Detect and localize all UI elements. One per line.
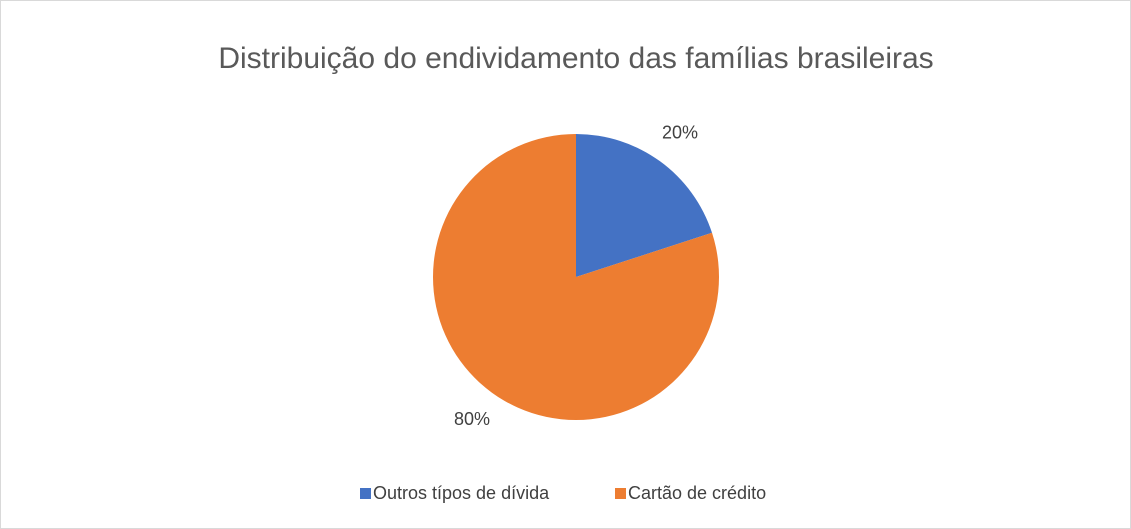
legend-label: Cartão de crédito bbox=[628, 483, 766, 503]
chart-title: Distribuição do endividamento das famíli… bbox=[218, 42, 933, 75]
legend-swatch bbox=[360, 488, 371, 499]
data-label: 80% bbox=[454, 409, 490, 429]
pie-slice bbox=[576, 134, 713, 277]
legend-swatch bbox=[615, 488, 626, 499]
pie-slice bbox=[433, 134, 719, 420]
data-label: 20% bbox=[662, 123, 698, 143]
legend-label: Outros típos de dívida bbox=[373, 483, 550, 503]
